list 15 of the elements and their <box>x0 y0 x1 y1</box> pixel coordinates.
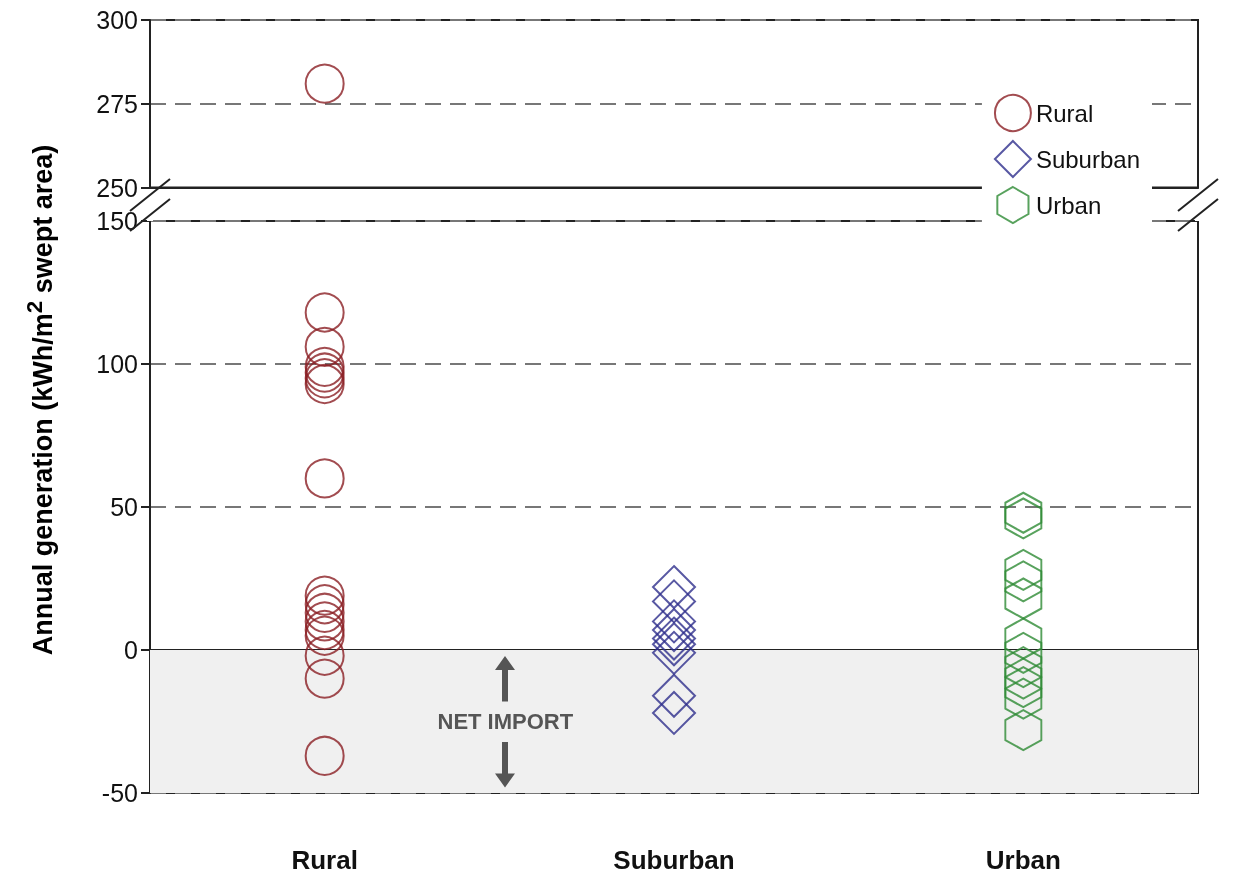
y-tick-label: 250 <box>96 173 138 202</box>
x-tick-label: Rural <box>291 845 358 875</box>
legend-label: Suburban <box>1035 145 1141 173</box>
annotation: NET IMPORT <box>437 708 574 735</box>
x-tick-label: Suburban <box>613 845 735 875</box>
legend-label: Urban <box>1035 191 1102 219</box>
y-tick-label: -50 <box>101 779 138 807</box>
y-tick-label: 50 <box>110 493 138 521</box>
y-tick-label: 150 <box>96 207 138 235</box>
y-tick-label: 275 <box>96 89 138 118</box>
y-tick-label: 0 <box>124 636 138 664</box>
y-tick-label: 300 <box>96 6 138 34</box>
y-tick-label: 100 <box>96 350 138 378</box>
legend-label: Rural <box>1035 99 1094 127</box>
x-tick-label: Urban <box>985 845 1061 875</box>
